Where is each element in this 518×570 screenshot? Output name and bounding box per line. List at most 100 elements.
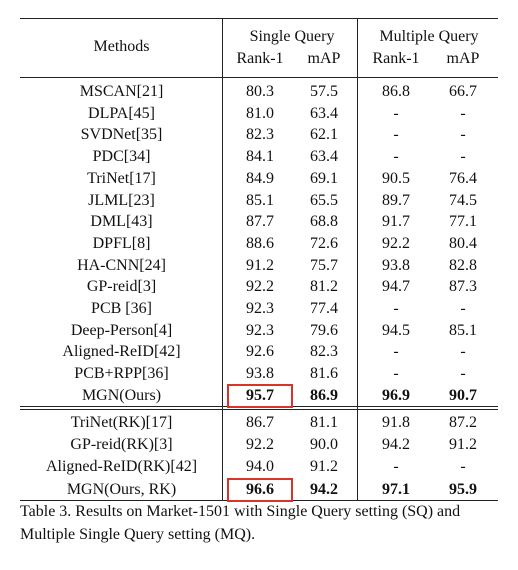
- header-sq-map: mAP: [307, 50, 341, 67]
- sq-map-cell: 91.2: [310, 458, 338, 476]
- mq-rank1-cell: 94.2: [382, 436, 410, 454]
- table-row: DML[43] 87.7 68.8 91.7 77.1: [20, 211, 498, 233]
- sq-rank1-cell: 84.9: [246, 169, 274, 187]
- section-divider-top: [20, 406, 498, 407]
- method-cell: Aligned-ReID[42]: [62, 343, 181, 361]
- header-single-query: Single Query: [249, 28, 335, 45]
- mq-map-cell: -: [460, 300, 466, 317]
- sq-rank1-cell: 82.3: [246, 126, 274, 144]
- method-cell: Aligned-ReID(RK)[42]: [45, 458, 198, 476]
- sq-map-cell: 90.0: [310, 436, 338, 454]
- table-row: MSCAN[21] 80.3 57.5 86.8 66.7: [20, 81, 498, 103]
- sq-map-cell: 94.2: [310, 480, 338, 498]
- method-cell: GP-reid[3]: [86, 278, 157, 296]
- mq-map-cell: 77.1: [449, 213, 477, 231]
- method-cell: PDC[34]: [92, 148, 151, 166]
- sq-rank1-cell: 91.2: [246, 256, 274, 274]
- sq-map-cell: 81.6: [310, 365, 338, 383]
- method-cell: PCB+RPP[36]: [74, 365, 169, 383]
- mq-map-cell: 74.5: [449, 191, 477, 209]
- sq-rank1-cell: 92.3: [246, 300, 274, 317]
- sq-rank1-cell: 93.8: [246, 365, 274, 383]
- sq-map-cell: 75.7: [310, 256, 338, 274]
- mq-map-cell: -: [460, 104, 466, 122]
- sq-map-cell: 69.1: [310, 169, 338, 187]
- table-row: MGN(Ours, RK) 96.6 94.2 97.1 95.9: [20, 477, 498, 502]
- table-row: PDC[34] 84.1 63.4 - -: [20, 146, 498, 168]
- mq-rank1-cell: 91.8: [382, 414, 410, 431]
- header-methods: Methods: [93, 38, 150, 55]
- mq-rank1-cell: -: [393, 126, 399, 144]
- sq-map-cell: 65.5: [310, 191, 338, 209]
- sq-rank1-cell: 84.1: [246, 148, 274, 166]
- mq-map-cell: 76.4: [449, 169, 477, 187]
- table-row: PCB+RPP[36] 93.8 81.6 - -: [20, 363, 498, 385]
- sq-rank1-cell: 92.2: [246, 278, 274, 296]
- table-row: DPFL[8] 88.6 72.6 92.2 80.4: [20, 233, 498, 255]
- mq-rank1-cell: -: [393, 343, 399, 361]
- mq-map-cell: -: [460, 126, 466, 144]
- column-divider-methods: [222, 18, 223, 500]
- sq-rank1-cell: 81.0: [246, 104, 274, 122]
- sq-rank1-cell: 87.7: [246, 213, 274, 231]
- method-cell: DML[43]: [90, 213, 153, 231]
- sq-map-cell: 81.1: [310, 414, 338, 431]
- mq-map-cell: 85.1: [449, 321, 477, 339]
- mq-rank1-cell: -: [393, 104, 399, 122]
- sq-rank1-cell: 95.7: [227, 383, 293, 408]
- method-cell: JLML[23]: [88, 191, 155, 209]
- mq-rank1-cell: 91.7: [382, 213, 410, 231]
- mq-rank1-cell: 93.8: [382, 256, 410, 274]
- table-row: MGN(Ours) 95.7 86.9 96.9 90.7: [20, 383, 498, 408]
- sq-rank1-cell: 80.3: [246, 83, 274, 100]
- method-cell: MGN(Ours, RK): [66, 480, 177, 498]
- sq-map-cell: 82.3: [310, 343, 338, 361]
- sq-rank1-cell: 96.6: [227, 477, 293, 502]
- mq-map-cell: 82.8: [449, 256, 477, 274]
- sq-rank1-cell: 92.2: [246, 436, 274, 454]
- mq-rank1-cell: 94.5: [382, 321, 410, 339]
- table-row: Aligned-ReID[42] 92.6 82.3 - -: [20, 341, 498, 363]
- method-cell: TriNet[17]: [87, 169, 156, 187]
- mq-map-cell: -: [460, 343, 466, 361]
- table-row: TriNet(RK)[17] 86.7 81.1 91.8 87.2: [20, 412, 498, 434]
- method-cell: DPFL[8]: [92, 234, 151, 252]
- table-top-rule: [20, 18, 498, 19]
- mq-rank1-cell: 89.7: [382, 191, 410, 209]
- table-row: DLPA[45] 81.0 63.4 - -: [20, 103, 498, 125]
- sq-map-cell: 86.9: [310, 386, 338, 404]
- column-divider-query: [357, 18, 358, 500]
- mq-rank1-cell: 86.8: [382, 83, 410, 100]
- table-bottom-rule: [20, 500, 498, 501]
- sq-rank1-cell: 88.6: [246, 234, 274, 252]
- table-row: SVDNet[35] 82.3 62.1 - -: [20, 124, 498, 146]
- sq-rank1-cell: 86.7: [246, 414, 274, 431]
- sq-map-cell: 57.5: [310, 83, 338, 100]
- method-cell: PCB [36]: [91, 300, 152, 317]
- mq-map-cell: 95.9: [449, 480, 477, 498]
- table-row: Aligned-ReID(RK)[42] 94.0 91.2 - -: [20, 456, 498, 478]
- sq-rank1-cell: 92.6: [246, 343, 274, 361]
- mq-rank1-cell: 94.7: [382, 278, 410, 296]
- mq-map-cell: 91.2: [449, 436, 477, 454]
- table-row: GP-reid[3] 92.2 81.2 94.7 87.3: [20, 276, 498, 298]
- sq-rank1-cell: 85.1: [246, 191, 274, 209]
- table-row: Deep-Person[4] 92.3 79.6 94.5 85.1: [20, 320, 498, 342]
- mq-rank1-cell: -: [393, 300, 399, 317]
- sq-map-cell: 62.1: [310, 126, 338, 144]
- sq-map-cell: 77.4: [310, 300, 338, 317]
- mq-rank1-cell: -: [393, 365, 399, 383]
- mq-rank1-cell: 90.5: [382, 169, 410, 187]
- mq-rank1-cell: 97.1: [382, 480, 410, 498]
- sq-map-cell: 63.4: [310, 148, 338, 166]
- method-cell: DLPA[45]: [88, 104, 155, 122]
- mq-map-cell: 87.2: [449, 414, 477, 431]
- mq-map-cell: 87.3: [449, 278, 477, 296]
- mq-map-cell: -: [460, 148, 466, 166]
- method-cell: GP-reid(RK)[3]: [70, 436, 173, 454]
- header-bottom-rule: [20, 77, 498, 78]
- section-divider-bottom: [20, 409, 498, 410]
- method-cell: MSCAN[21]: [79, 83, 164, 100]
- table-caption: Table 3. Results on Market-1501 with Sin…: [20, 503, 461, 543]
- sq-map-cell: 81.2: [310, 278, 338, 296]
